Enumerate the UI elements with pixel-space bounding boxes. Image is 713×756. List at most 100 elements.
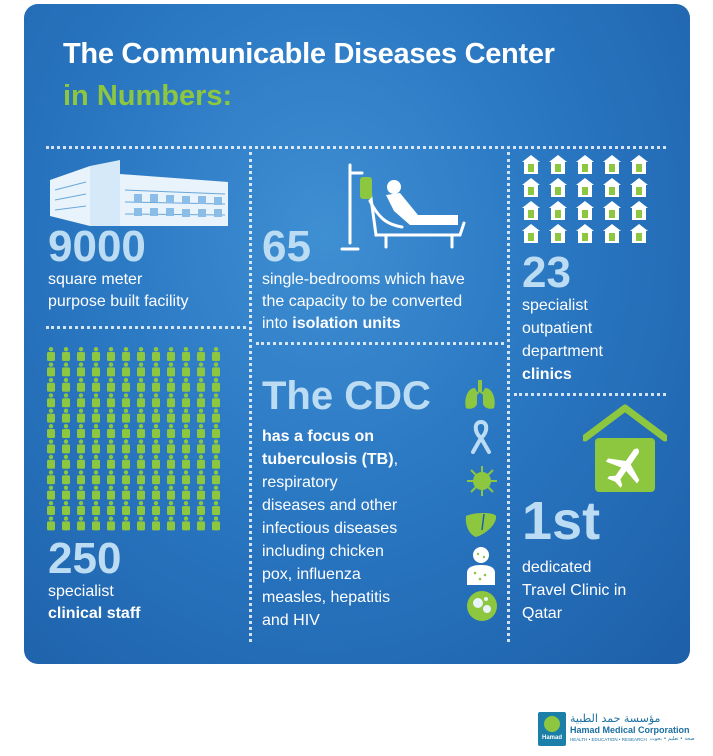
staff-person-icon (137, 377, 145, 392)
staff-text-2: clinical staff (48, 605, 141, 622)
clinic-house-icon (630, 155, 648, 174)
staff-person-icon (167, 470, 175, 485)
staff-person-icon (197, 362, 205, 377)
staff-person-icon (137, 347, 145, 361)
staff-person-icon (47, 408, 55, 423)
staff-person-icon (182, 393, 190, 408)
staff-person-icon (47, 485, 55, 500)
staff-person-icon (137, 439, 145, 454)
staff-person-icon (167, 362, 175, 377)
staff-person-icon (77, 454, 85, 469)
staff-person-icon (77, 470, 85, 485)
travel-number: 1st (522, 491, 601, 551)
staff-person-icon (62, 393, 70, 408)
staff-person-icon (122, 454, 130, 469)
staff-person-icon (122, 516, 130, 531)
staff-person-icon (62, 362, 70, 377)
cdc-text-5: infectious diseases (262, 520, 398, 537)
staff-person-icon (47, 501, 55, 515)
cdc-text-4: diseases and other (262, 497, 398, 514)
staff-person-icon (182, 362, 190, 377)
staff-person-icon (92, 454, 100, 469)
clinic-house-icon (522, 224, 540, 243)
staff-person-icon (107, 362, 115, 377)
hmc-logo-arabic: مؤسسة حمد الطبية (570, 712, 661, 725)
staff-person-icon (62, 485, 70, 500)
staff-person-icon (167, 516, 175, 531)
staff-person-icon (107, 377, 115, 392)
travel-text-3: Qatar (522, 605, 563, 622)
staff-person-icon (122, 393, 130, 408)
staff-person-icon (107, 454, 115, 469)
staff-person-icon (182, 470, 190, 485)
clinic-house-icon (576, 201, 594, 220)
staff-person-icon (197, 485, 205, 500)
hmc-logo-tagline-arabic: صحة • تعليم • بحوث (650, 736, 695, 742)
staff-person-icon (167, 393, 175, 408)
staff-person-icon (62, 408, 70, 423)
staff-person-icon (77, 408, 85, 423)
staff-person-icon (212, 439, 220, 454)
clinic-house-icon (522, 201, 540, 220)
cells-icon (467, 591, 497, 621)
clinic-house-icon (603, 224, 621, 243)
cdc-text-3: respiratory (262, 474, 338, 491)
staff-person-icon (77, 439, 85, 454)
staff-person-icon (122, 408, 130, 423)
clinic-house-icon (603, 178, 621, 197)
staff-person-icon (107, 501, 115, 515)
staff-person-icon (62, 424, 70, 438)
bedrooms-text-3: into isolation units (262, 315, 401, 332)
travel-text-1: dedicated (522, 559, 592, 576)
cdc-heading: The CDC (262, 374, 431, 418)
hmc-logo-mark: Hamad (538, 712, 566, 746)
clinics-text-2: outpatient (522, 320, 593, 337)
clinics-number: 23 (522, 248, 571, 297)
staff-person-icon (167, 424, 175, 438)
awareness-ribbon-icon (471, 420, 491, 454)
divider (514, 393, 666, 396)
staff-person-icon (152, 470, 160, 485)
staff-person-icon (152, 377, 160, 392)
staff-person-icon (152, 393, 160, 408)
staff-person-icon (92, 516, 100, 531)
staff-person-icon (122, 362, 130, 377)
staff-person-icon (47, 439, 55, 454)
staff-person-icon (47, 454, 55, 469)
page-title: The Communicable Diseases Center (63, 38, 555, 70)
staff-text-1: specialist (48, 583, 114, 600)
staff-person-icon (152, 424, 160, 438)
staff-person-icon (107, 470, 115, 485)
staff-person-icon (152, 485, 160, 500)
staff-person-icon (47, 393, 55, 408)
staff-person-icon (92, 377, 100, 392)
clinic-house-icon (576, 224, 594, 243)
staff-person-icon (77, 362, 85, 377)
staff-person-icon (212, 424, 220, 438)
hospital-bed-icon (340, 163, 466, 251)
staff-person-icon (92, 347, 100, 361)
staff-person-icon (212, 377, 220, 392)
staff-person-icon (92, 485, 100, 500)
facility-number: 9000 (48, 222, 146, 271)
staff-person-icon (77, 424, 85, 438)
staff-person-icon (197, 501, 205, 515)
staff-person-icon (152, 347, 160, 361)
staff-person-icon (137, 424, 145, 438)
cdc-text-1: has a focus on (262, 428, 375, 445)
staff-person-icon (107, 393, 115, 408)
staff-person-icon (107, 485, 115, 500)
staff-person-icon (137, 393, 145, 408)
page-subtitle: in Numbers: (63, 80, 233, 112)
divider (507, 152, 510, 642)
staff-person-icon (92, 393, 100, 408)
staff-person-icon (182, 439, 190, 454)
staff-person-icon (92, 439, 100, 454)
clinic-house-icon (549, 224, 567, 243)
staff-person-icon (182, 347, 190, 361)
staff-person-icon (137, 362, 145, 377)
staff-person-icon (167, 408, 175, 423)
clinic-house-icon (630, 178, 648, 197)
clinics-text-3: department (522, 343, 603, 360)
divider (256, 342, 504, 345)
